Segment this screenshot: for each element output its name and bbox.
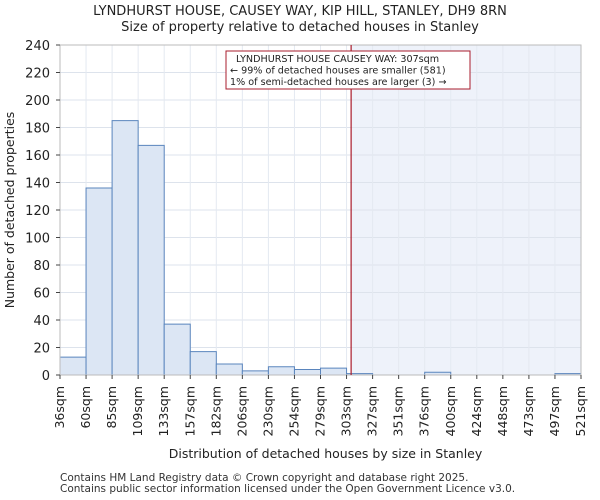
annotation-line-3: 1% of semi-detached houses are larger (3… [230,77,447,88]
histogram-bar [163,323,191,376]
histogram-bar [293,369,322,376]
annotation-line-1: LYNDHURST HOUSE CAUSEY WAY: 307sqm [236,54,439,65]
y-tick-label: 0 [42,369,50,384]
x-tick-label: 376sqm [417,386,432,436]
y-tick-label: 180 [25,122,50,137]
y-tick-label: 20 [33,342,50,357]
y-tick-label: 160 [25,149,50,164]
x-tick-label: 60sqm [78,386,93,429]
chart-title: LYNDHURST HOUSE, CAUSEY WAY, KIP HILL, S… [93,4,507,19]
x-tick-label: 85sqm [104,386,119,429]
x-tick-label: 448sqm [495,386,510,436]
y-tick-label: 140 [25,177,50,192]
y-tick-label: 220 [25,67,50,82]
x-tick-label: 182sqm [208,386,223,436]
x-tick-label: 157sqm [182,386,197,436]
x-tick-label: 497sqm [547,386,562,436]
y-tick-label: 100 [25,232,50,247]
x-tick-label: 351sqm [391,386,406,436]
y-tick-label: 240 [25,39,50,54]
y-tick-label: 80 [33,259,50,274]
chart-subtitle: Size of property relative to detached ho… [121,20,479,35]
footer-licence: Contains public sector information licen… [60,483,516,495]
x-tick-label: 327sqm [365,386,380,436]
annotation-line-2: ← 99% of detached houses are smaller (58… [230,66,446,77]
histogram-bar [215,363,243,376]
x-tick-label: 254sqm [286,386,301,436]
x-tick-label: 279sqm [313,386,328,436]
annotation-box [225,50,471,90]
y-tick-label: 200 [25,94,50,109]
histogram-bar [137,144,165,376]
x-tick-label: 424sqm [469,386,484,436]
y-axis-label: Number of detached properties [2,112,17,309]
y-tick-label: 60 [33,287,50,302]
x-tick-label: 400sqm [443,386,458,436]
x-tick-label: 36sqm [52,386,67,429]
histogram-bar [267,366,295,376]
histogram-bar [111,120,139,376]
x-tick-label: 473sqm [521,386,536,436]
histogram-bar [241,370,269,376]
histogram-bar [320,367,348,376]
x-tick-label: 521sqm [573,386,588,436]
y-tick-label: 120 [25,204,50,219]
x-tick-label: 303sqm [339,386,354,436]
histogram-bar [189,351,217,376]
x-tick-label: 230sqm [260,386,275,436]
x-tick-label: 206sqm [234,386,249,436]
y-tick-label: 40 [33,314,50,329]
x-tick-label: 109sqm [130,386,145,436]
histogram-bar [85,187,113,376]
x-tick-label: 133sqm [156,386,171,436]
histogram-bar [59,356,87,376]
footer-copyright: Contains HM Land Registry data © Crown c… [60,472,469,484]
x-axis-label: Distribution of detached houses by size … [169,446,483,461]
